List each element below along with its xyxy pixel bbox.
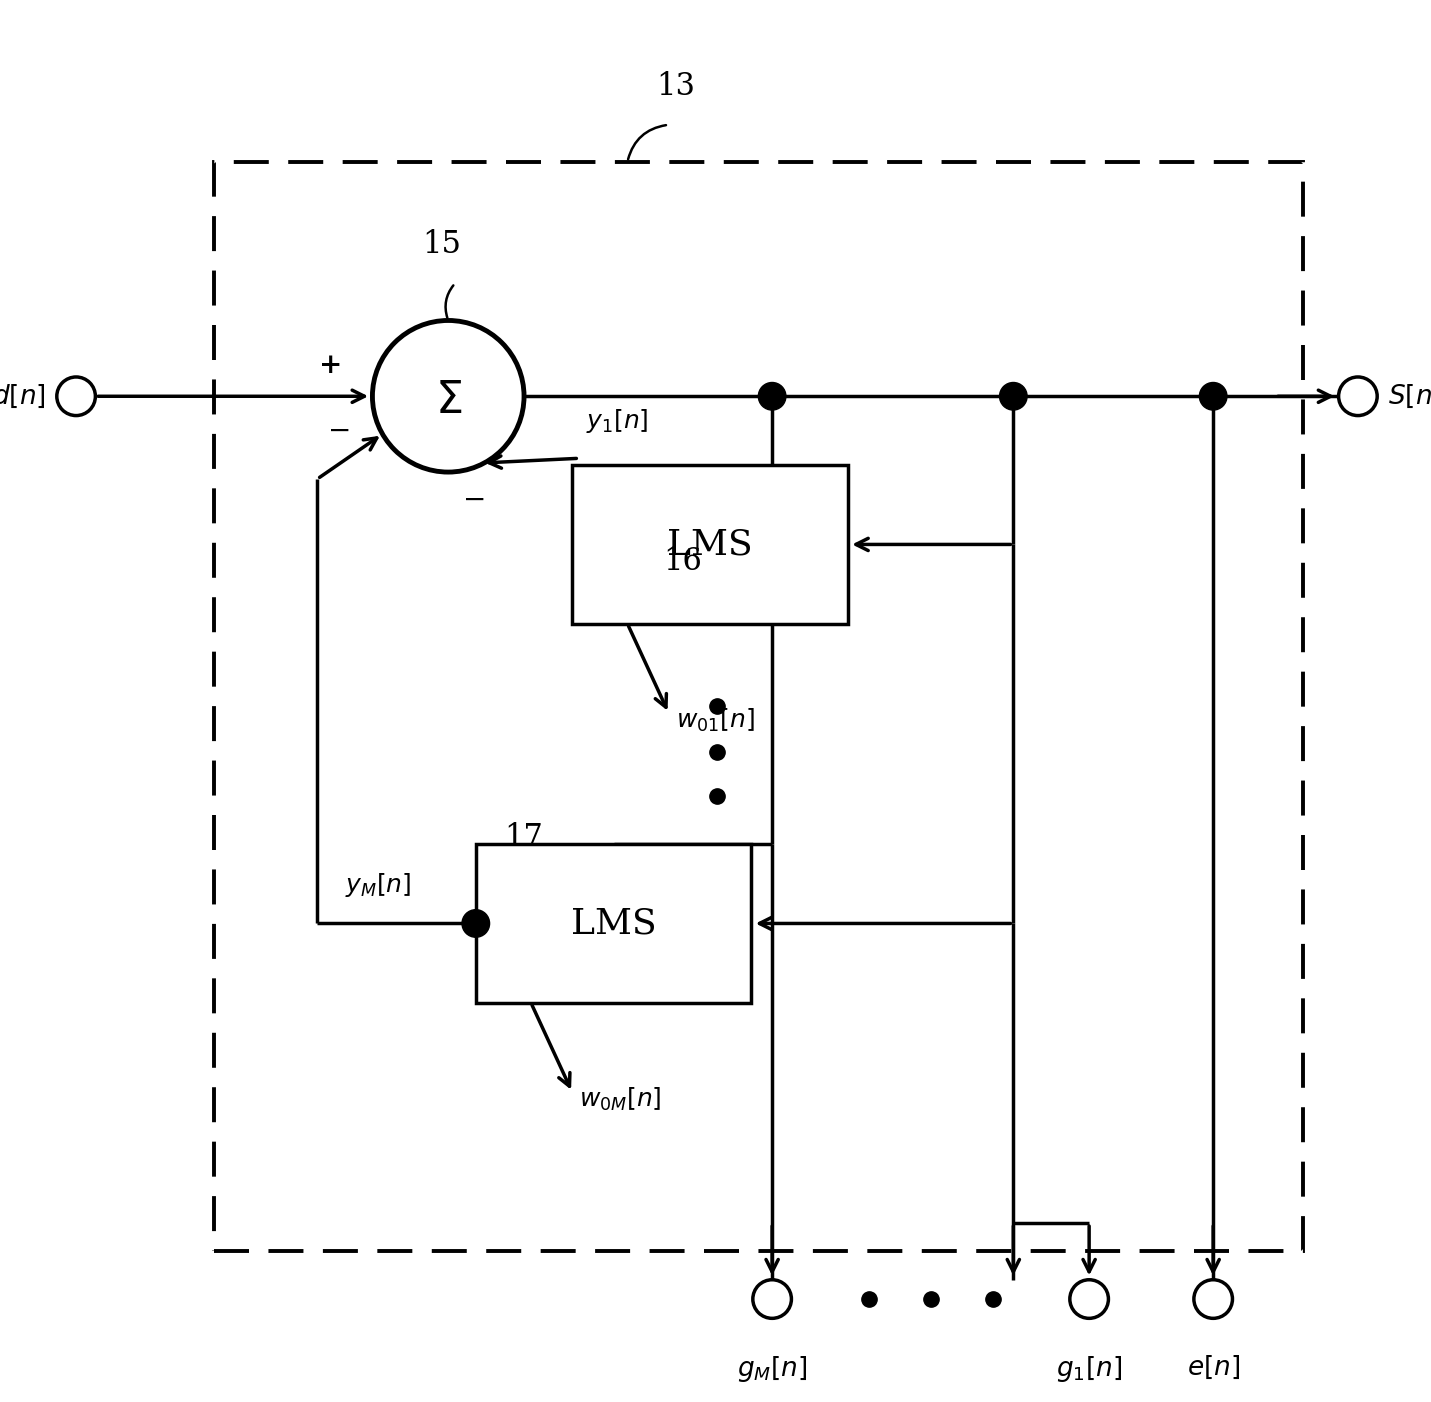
Circle shape bbox=[999, 383, 1027, 409]
Circle shape bbox=[462, 910, 489, 938]
Circle shape bbox=[1199, 383, 1226, 409]
Text: $-$: $-$ bbox=[326, 418, 349, 444]
Text: LMS: LMS bbox=[571, 907, 657, 941]
Text: 15: 15 bbox=[422, 229, 461, 261]
FancyBboxPatch shape bbox=[475, 844, 751, 1002]
Circle shape bbox=[1338, 377, 1377, 415]
Circle shape bbox=[1193, 1280, 1232, 1318]
Text: $y_1[n]$: $y_1[n]$ bbox=[587, 407, 648, 435]
Text: +: + bbox=[319, 352, 343, 380]
Text: $g_M[n]$: $g_M[n]$ bbox=[737, 1354, 807, 1384]
Circle shape bbox=[758, 383, 786, 409]
Circle shape bbox=[753, 1280, 791, 1318]
Text: $y_M[n]$: $y_M[n]$ bbox=[345, 871, 411, 899]
Text: $S[n]$: $S[n]$ bbox=[1388, 383, 1431, 409]
Text: LMS: LMS bbox=[667, 527, 753, 561]
Circle shape bbox=[1070, 1280, 1109, 1318]
FancyBboxPatch shape bbox=[572, 465, 849, 624]
Text: $w_{01}[n]$: $w_{01}[n]$ bbox=[675, 707, 754, 733]
Text: 17: 17 bbox=[505, 822, 544, 852]
Text: $g_1[n]$: $g_1[n]$ bbox=[1056, 1354, 1122, 1384]
Bar bbox=[213, 163, 1302, 1251]
Text: 16: 16 bbox=[663, 547, 703, 578]
Text: $-$: $-$ bbox=[462, 486, 484, 513]
Text: $w_{0M}[n]$: $w_{0M}[n]$ bbox=[580, 1085, 661, 1113]
Text: $\Sigma$: $\Sigma$ bbox=[435, 379, 462, 422]
Text: $e[n]$: $e[n]$ bbox=[1186, 1354, 1239, 1381]
Text: $d[n]$: $d[n]$ bbox=[0, 383, 46, 409]
Text: 13: 13 bbox=[657, 70, 695, 102]
Circle shape bbox=[57, 377, 96, 415]
Circle shape bbox=[372, 321, 524, 472]
